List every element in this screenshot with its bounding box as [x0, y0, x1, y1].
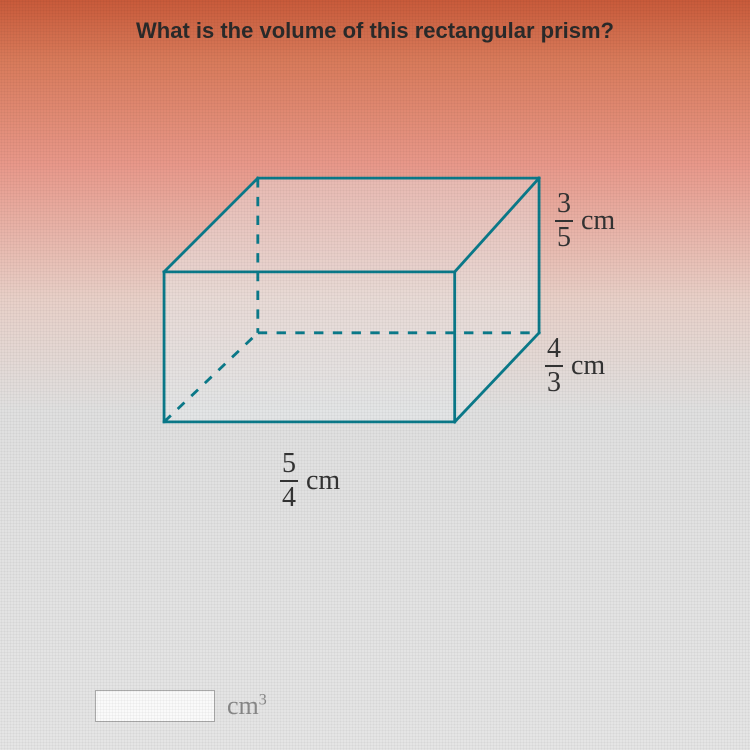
depth-numerator: 4: [545, 335, 563, 363]
dimension-width: 5 4 cm: [280, 450, 340, 512]
question-text: What is the volume of this rectangular p…: [0, 18, 750, 44]
answer-unit: cm3: [227, 691, 267, 721]
width-numerator: 5: [280, 450, 298, 478]
answer-input[interactable]: [95, 690, 215, 722]
answer-unit-base: cm: [227, 691, 259, 720]
prism-front-face: [164, 272, 455, 422]
width-denominator: 4: [280, 484, 298, 512]
width-unit: cm: [306, 465, 340, 497]
height-unit: cm: [581, 205, 615, 237]
answer-unit-exp: 3: [259, 691, 267, 708]
answer-row: cm3: [95, 690, 267, 722]
dimension-depth: 4 3 cm: [545, 335, 605, 397]
depth-unit: cm: [571, 350, 605, 382]
depth-denominator: 3: [545, 369, 563, 397]
height-denominator: 5: [555, 224, 573, 252]
prism-diagram: [120, 150, 630, 450]
dimension-height: 3 5 cm: [555, 190, 615, 252]
height-numerator: 3: [555, 190, 573, 218]
